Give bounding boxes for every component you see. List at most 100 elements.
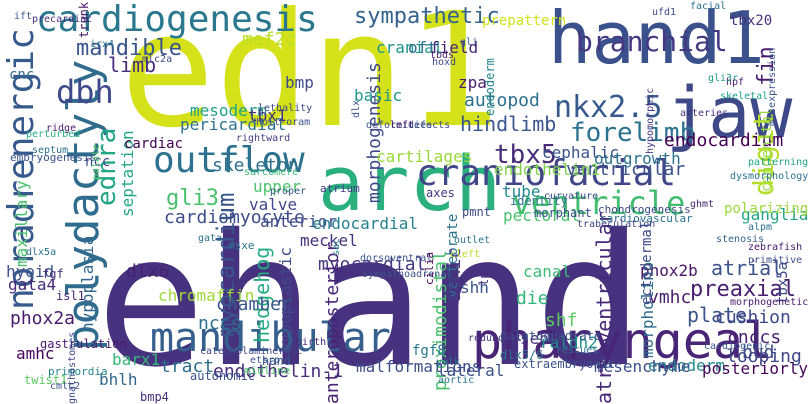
word-defects: defects	[408, 120, 451, 131]
word-hindlimb: hindlimb	[460, 112, 557, 136]
word-outgrowth: outgrowth	[594, 149, 681, 168]
word-shf: shf	[545, 310, 578, 331]
word-field: field	[430, 38, 479, 57]
word-oft: oft	[408, 38, 437, 57]
word-gata: gata	[198, 233, 223, 244]
word-canal: canal	[523, 262, 572, 281]
word-cnccs: cnccs	[727, 327, 782, 348]
word-skeletal: skeletal	[720, 91, 769, 102]
word-isl1: isl1	[56, 289, 85, 303]
word-palate: palate	[91, 143, 102, 180]
word-pharyngeal: pharyngeal	[472, 312, 774, 370]
word-anterior: anterior	[260, 212, 338, 231]
word-chondrogenesis: chondrogenesis	[598, 203, 691, 216]
word-cnc: cnc	[9, 67, 35, 83]
word-hypoplasia: hypoplasia	[78, 235, 97, 332]
word-endocardial: endocardial	[312, 214, 418, 233]
word-phox2b: phox2b	[640, 261, 698, 280]
word-autopod: autopod	[464, 90, 540, 111]
word-basic: basic	[354, 86, 403, 105]
word-barx1: barx1	[112, 350, 161, 369]
word-tbx5: tbx5	[494, 140, 557, 170]
word-tube: tube	[502, 182, 541, 201]
word-cartilages: cartilages	[376, 147, 473, 166]
word-ectodermal: ectodermal	[639, 220, 655, 305]
word-ridge: ridge	[46, 123, 77, 134]
word-ghmt: ghmt	[690, 199, 715, 210]
word-nccs: nccs	[198, 313, 242, 334]
word-upper: upper	[253, 177, 302, 196]
word-sarcomere: sarcomere	[244, 167, 299, 178]
word-deformities: deformities	[366, 120, 433, 131]
word-tbx20: tbx20	[730, 13, 773, 29]
word-malformations: malformations	[356, 357, 482, 376]
word-tract: tract	[160, 356, 215, 377]
word-extraembryonic: extraembryonic	[514, 357, 616, 371]
word-irx4: irx4	[90, 39, 115, 50]
word-fgf: fgf	[42, 267, 64, 281]
word-hyoid: hyoid	[6, 262, 55, 281]
word-bmp4: bmp4	[140, 390, 169, 404]
word-gnathostomes: gnathostomes	[67, 331, 78, 404]
word-vmhc: vmhc	[648, 287, 692, 308]
word-prepattern: prepattern	[482, 13, 567, 29]
word-atrial: atrial	[711, 256, 784, 280]
word-polarizing: polarizing	[724, 201, 808, 217]
word-ift: ift	[14, 11, 33, 22]
word-septum: septum	[32, 145, 69, 156]
word-hand1: hand1	[548, 0, 765, 80]
word-cephalic: cephalic	[542, 143, 620, 162]
word-redundant: redundant	[468, 333, 523, 344]
word-outlet: outlet	[454, 235, 491, 246]
word-mesenchyme: mesenchyme	[594, 357, 691, 376]
word-proper: proper	[270, 186, 307, 197]
word-identity: identity	[510, 194, 568, 208]
word-valve: valve	[249, 195, 298, 214]
word-twist1: twist1	[24, 373, 68, 387]
word-ehand: ehand	[96, 195, 644, 404]
word-myocardial: myocardial	[318, 254, 427, 275]
word-endocardium: endocardium	[664, 130, 784, 151]
word-preaxial: preaxial	[690, 277, 796, 302]
word-skeleton: skeleton	[212, 155, 299, 176]
word-cardiac: cardiac	[124, 136, 184, 152]
word-die: die	[516, 288, 549, 309]
word-morphogenesis: morphogenesis	[364, 62, 385, 203]
word-facial: facial	[690, 1, 727, 12]
word-cardiogenesis: cardiogenesis	[36, 0, 318, 40]
word-plate: plate	[687, 303, 748, 327]
word-cmlc2: cmlc2	[50, 381, 81, 392]
word-branchial: branchial	[576, 25, 728, 58]
word-lpm: lpm	[477, 264, 491, 286]
word-meckel: meckel	[300, 231, 358, 250]
word-morphogenetic: morphogenetic	[730, 297, 808, 308]
word-pectoral: pectoral	[503, 206, 581, 225]
word-septal: septal	[520, 329, 578, 348]
word-stenosis: stenosis	[716, 234, 765, 245]
word-looping: looping	[726, 346, 802, 367]
word-ventricular: ventricular	[566, 159, 686, 180]
word-holt-oram: holt-oram	[256, 117, 311, 128]
word-sac: sac	[331, 237, 342, 256]
word-chamber: chamber	[216, 294, 292, 315]
word-dysmorphology: dysmorphology	[730, 171, 808, 182]
word-gli: gli	[460, 37, 479, 48]
word-perturbed: perturbed	[26, 129, 81, 140]
word-autonomic: autonomic	[190, 369, 256, 383]
word-cranial: cranial	[376, 38, 444, 57]
word-mlc2a: mlc2a	[142, 54, 173, 65]
word-ncc: ncc	[85, 154, 111, 170]
word-hypomorphic: hypomorphic	[645, 87, 656, 154]
word-etsrp: etsrp	[250, 355, 281, 366]
word-mesoderm: mesoderm	[190, 101, 268, 120]
word-rightward: rightward	[236, 133, 291, 144]
word-patterning: patterning	[748, 157, 808, 168]
word-mandibular: mandibular	[150, 315, 391, 361]
word-jaw: jaw	[666, 72, 793, 154]
word-posteriorly: posteriorly	[702, 359, 808, 378]
word-bud: bud	[742, 342, 775, 363]
word-edn1: edn1	[120, 0, 501, 163]
word-cushion: cushion	[715, 307, 791, 328]
word-bmp: bmp	[285, 73, 314, 92]
word-zpa: zpa	[458, 73, 487, 92]
